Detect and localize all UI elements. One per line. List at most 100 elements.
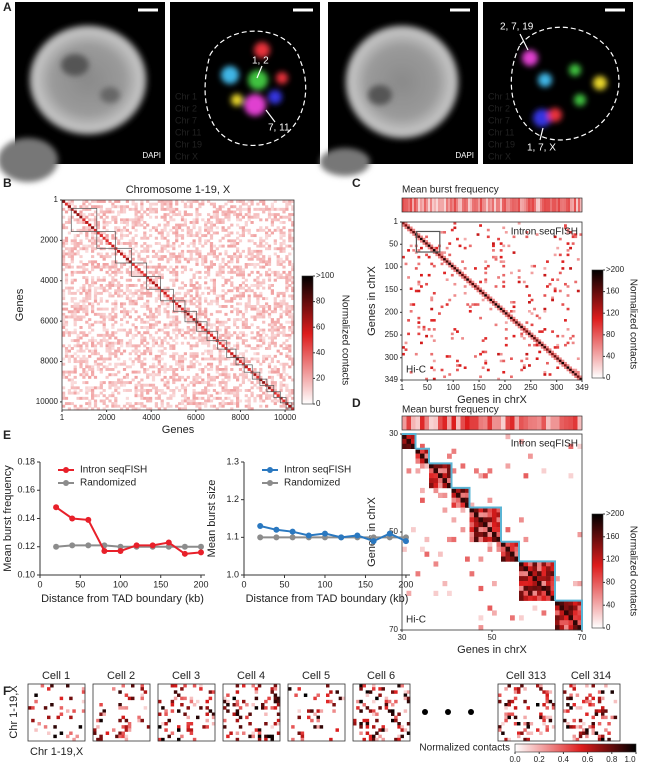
heatmap-cell bbox=[85, 308, 88, 311]
heatmap-cell bbox=[199, 706, 202, 709]
heatmap-cell bbox=[242, 276, 245, 279]
heatmap-cell bbox=[175, 337, 178, 340]
heatmap-cell bbox=[201, 200, 204, 203]
heatmap-cell bbox=[274, 706, 277, 709]
heatmap-cell bbox=[68, 232, 71, 235]
heatmap-cell bbox=[114, 313, 117, 316]
heatmap-cell bbox=[262, 329, 265, 332]
heatmap-cell bbox=[135, 242, 138, 245]
heatmap-cell bbox=[391, 719, 394, 722]
heatmap-cell bbox=[135, 245, 138, 248]
heatmap-cell bbox=[62, 226, 65, 229]
strip-cell bbox=[518, 198, 520, 212]
heatmap-cell bbox=[62, 245, 65, 248]
heatmap-cell bbox=[230, 310, 233, 313]
strip-cell bbox=[450, 198, 452, 212]
heatmap-cell bbox=[120, 271, 123, 274]
heatmap-cell bbox=[479, 615, 484, 620]
heatmap-cell bbox=[171, 703, 174, 706]
x-tick-label: 50 bbox=[423, 383, 432, 392]
data-point bbox=[338, 534, 344, 540]
heatmap-cell bbox=[230, 305, 233, 308]
heatmap-cell bbox=[140, 305, 143, 308]
heatmap-cell bbox=[239, 292, 242, 295]
heatmap-cell bbox=[204, 350, 207, 353]
heatmap-cell bbox=[216, 208, 219, 211]
heatmap-cell bbox=[546, 586, 551, 591]
heatmap-cell bbox=[430, 245, 433, 248]
heatmap-cell bbox=[152, 358, 155, 361]
heatmap-cell bbox=[164, 323, 167, 326]
heatmap-cell bbox=[143, 339, 146, 342]
heatmap-cell bbox=[505, 328, 508, 331]
heatmap-cell bbox=[451, 265, 454, 268]
heatmap-cell bbox=[175, 226, 178, 229]
heatmap-cell bbox=[94, 300, 97, 303]
heatmap-cell bbox=[216, 302, 219, 305]
heatmap-cell bbox=[79, 373, 82, 376]
heatmap-cell bbox=[198, 368, 201, 371]
heatmap-cell bbox=[274, 687, 277, 690]
heatmap-cell bbox=[187, 205, 190, 208]
heatmap-cell bbox=[239, 360, 242, 363]
heatmap-cell bbox=[242, 363, 245, 366]
triangle-label: Intron seqFISH bbox=[511, 227, 578, 238]
heatmap-cell bbox=[224, 313, 227, 316]
heatmap-cell bbox=[193, 321, 196, 324]
heatmap-cell bbox=[554, 353, 557, 356]
x-tick-label: 200 bbox=[193, 579, 208, 589]
triangle-label: Intron seqFISH bbox=[511, 439, 578, 450]
heatmap-cell bbox=[227, 279, 230, 282]
heatmap-cell bbox=[158, 313, 161, 316]
heatmap-cell bbox=[213, 253, 216, 256]
heatmap-cell bbox=[441, 231, 444, 234]
heatmap-cell bbox=[592, 716, 595, 719]
strip-cell bbox=[438, 416, 443, 430]
colorbar-tick-label: 1.0 bbox=[624, 755, 636, 764]
heatmap-cell bbox=[236, 719, 239, 722]
data-point bbox=[290, 534, 296, 540]
legend-label: Chr 19 bbox=[488, 139, 515, 149]
heatmap-cell bbox=[129, 365, 132, 368]
heatmap-cell bbox=[91, 389, 94, 392]
heatmap-cell bbox=[253, 397, 256, 400]
heatmap-cell bbox=[161, 250, 164, 253]
heatmap-cell bbox=[505, 312, 508, 315]
heatmap-cell bbox=[210, 379, 213, 382]
heatmap-cell bbox=[592, 725, 595, 728]
heatmap-cell bbox=[280, 376, 283, 379]
heatmap-cell bbox=[226, 703, 229, 706]
heatmap-cell bbox=[195, 337, 198, 340]
heatmap-cell bbox=[226, 735, 229, 738]
heatmap-cell bbox=[195, 392, 198, 395]
heatmap-cell bbox=[378, 694, 381, 697]
heatmap-cell bbox=[207, 226, 210, 229]
strip-cell bbox=[448, 198, 450, 212]
heatmap-cell bbox=[140, 392, 143, 395]
heatmap-cell bbox=[97, 253, 100, 256]
heatmap-cell bbox=[265, 205, 268, 208]
heatmap-cell bbox=[100, 253, 103, 256]
heatmap-cell bbox=[262, 208, 265, 211]
heatmap-cell bbox=[68, 316, 71, 319]
heatmap-cell bbox=[536, 315, 539, 318]
heatmap-cell bbox=[233, 318, 236, 321]
heatmap-cell bbox=[271, 706, 274, 709]
heatmap-cell bbox=[252, 732, 255, 735]
heatmap-cell bbox=[158, 224, 161, 227]
heatmap-cell bbox=[551, 278, 554, 281]
heatmap-cell bbox=[456, 360, 459, 363]
heatmap-cell bbox=[242, 365, 245, 368]
heatmap-cell bbox=[259, 310, 262, 313]
heatmap-cell bbox=[446, 247, 449, 250]
heatmap-cell bbox=[464, 292, 467, 295]
heatmap-cell bbox=[277, 226, 280, 229]
heatmap-cell bbox=[464, 247, 467, 250]
heatmap-cell bbox=[429, 483, 434, 488]
heatmap-cell bbox=[528, 576, 533, 581]
heatmap-cell bbox=[207, 373, 210, 376]
heatmap-cell bbox=[265, 260, 268, 263]
heatmap-cell bbox=[143, 389, 146, 392]
heatmap-cell bbox=[492, 303, 495, 306]
heatmap-cell bbox=[474, 287, 477, 290]
